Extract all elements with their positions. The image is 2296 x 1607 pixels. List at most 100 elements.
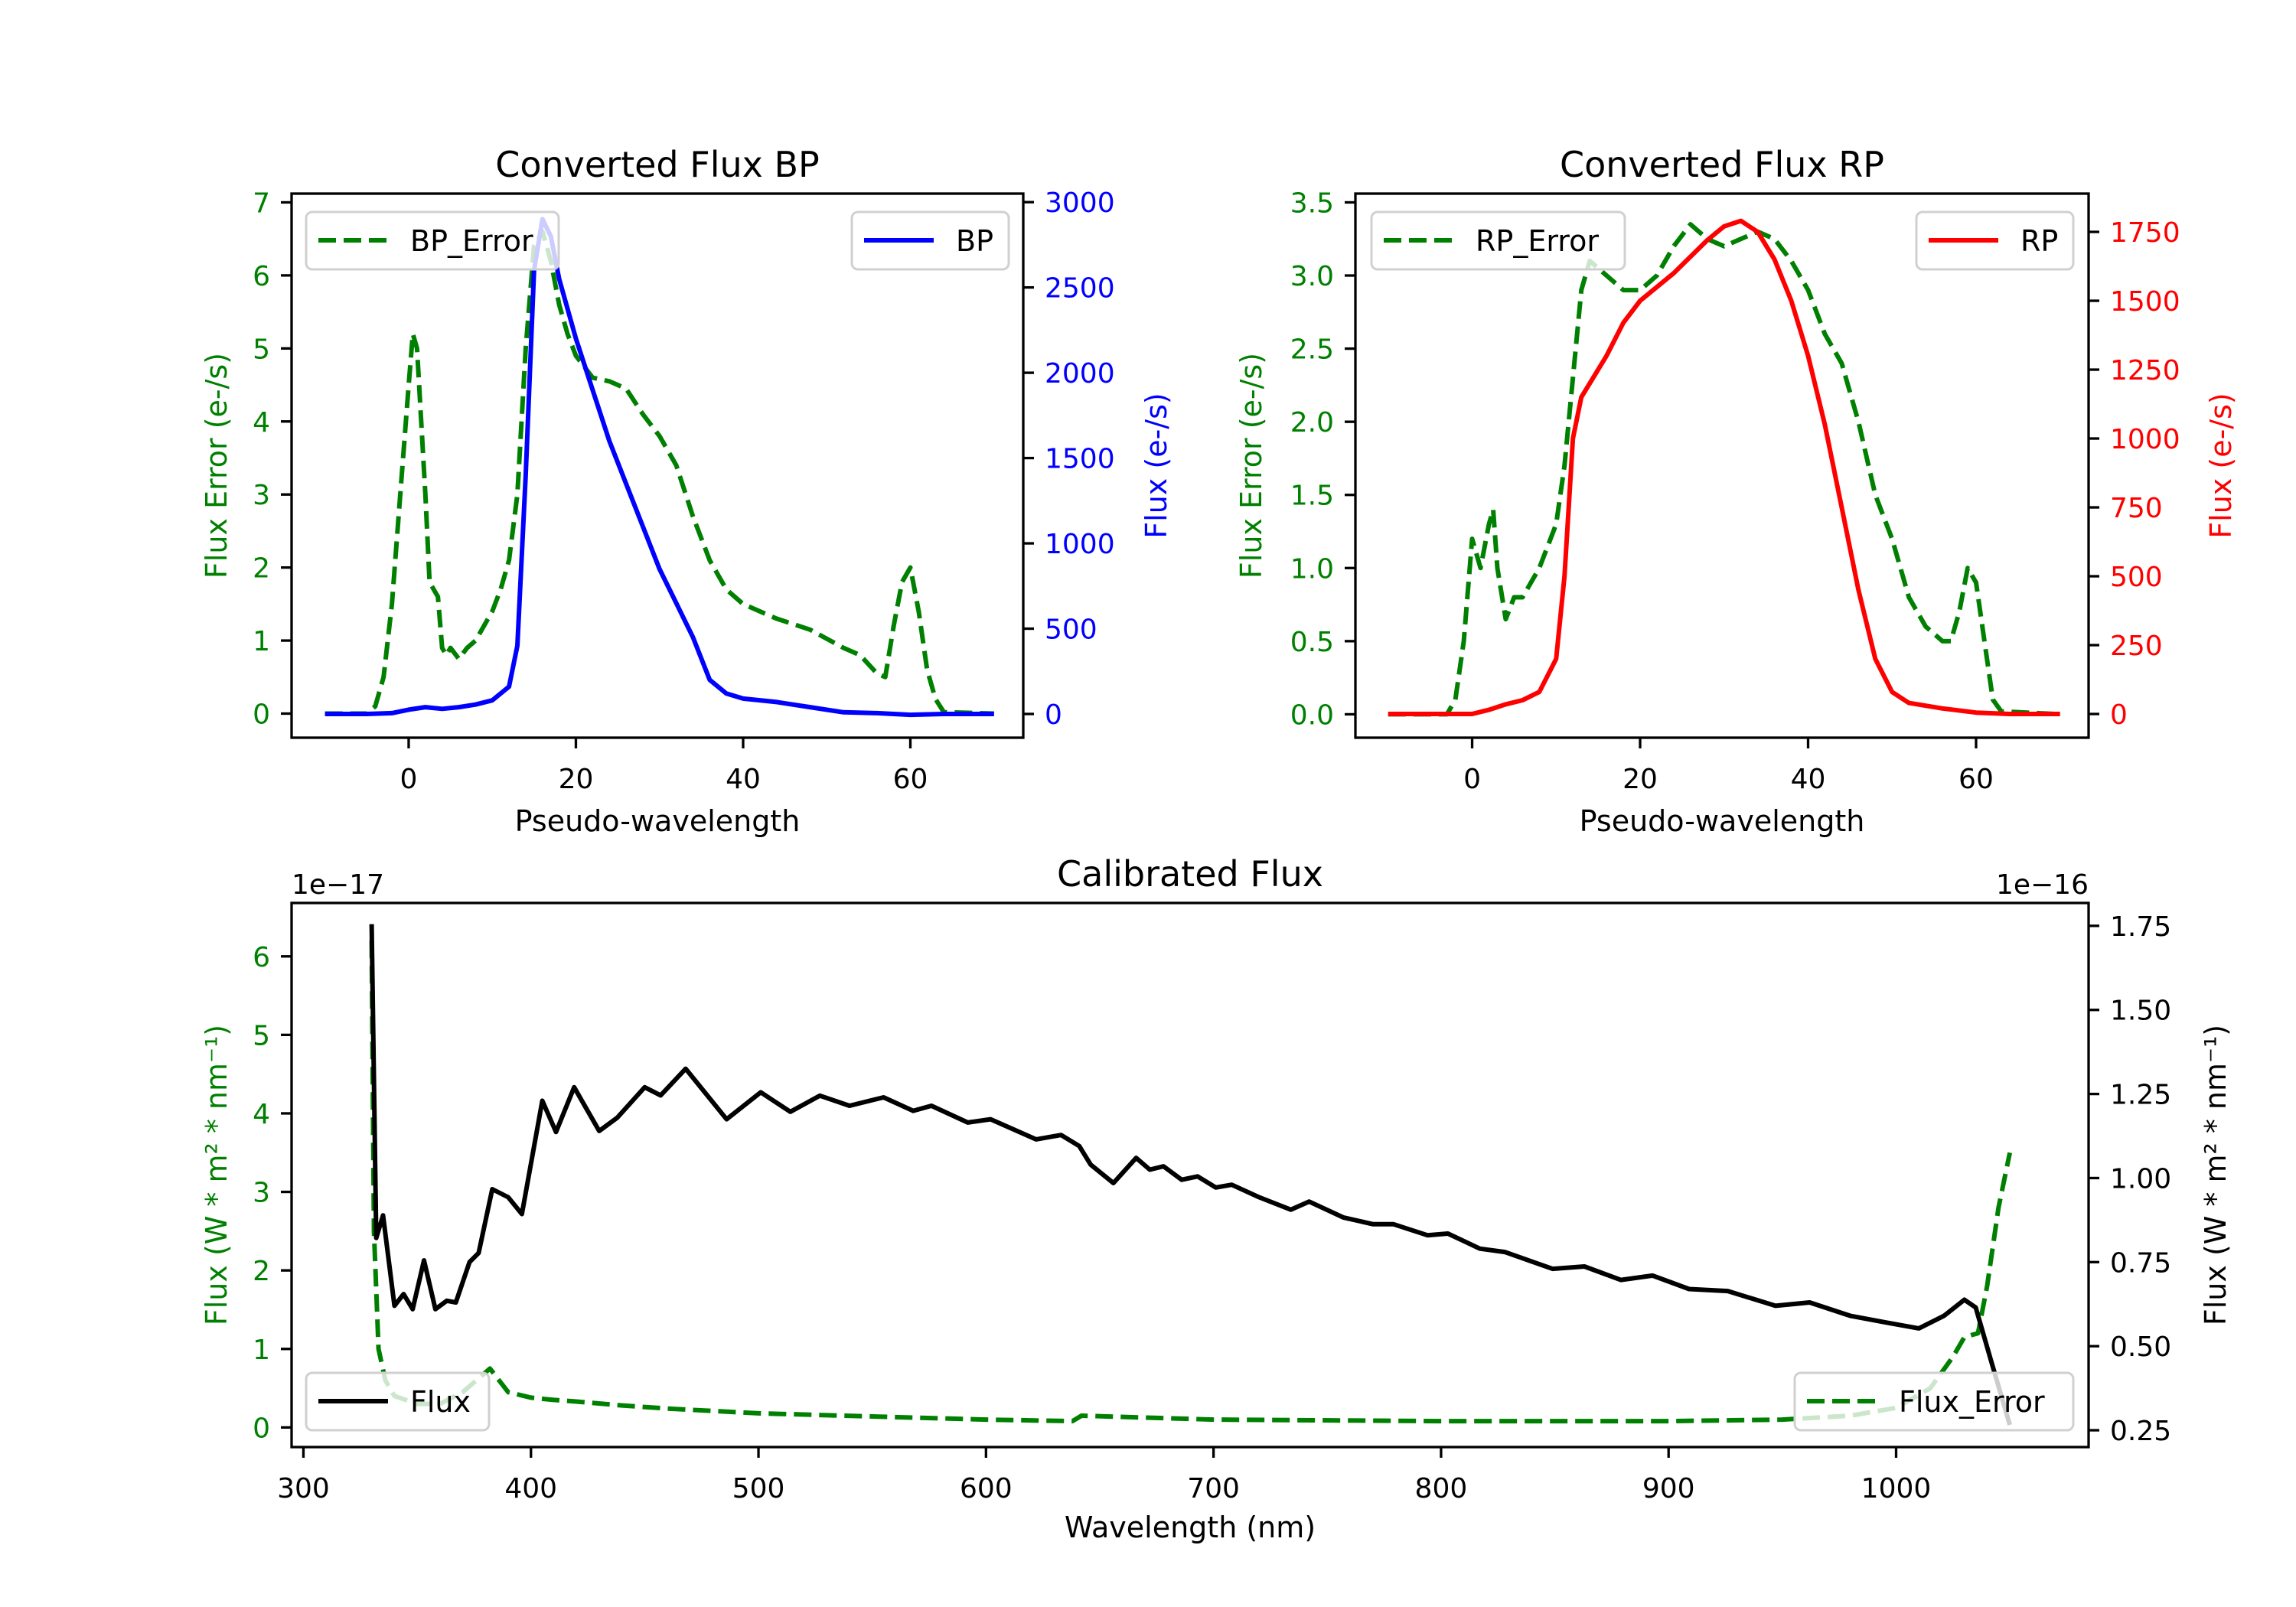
y-right-tick-label: 1500	[2110, 286, 2180, 318]
y-right-tick-label: 1.50	[2110, 996, 2171, 1027]
x-tick-label: 0	[400, 764, 418, 795]
x-tick-label: 300	[277, 1473, 330, 1504]
x-tick-label: 20	[1623, 764, 1658, 795]
x-tick-label: 600	[960, 1473, 1013, 1504]
y-left-tick-label: 0	[253, 1413, 270, 1444]
y-right-tick-label: 0	[1045, 699, 1062, 731]
y-left-tick-label: 5	[253, 1020, 270, 1051]
legend-label: RP	[2020, 224, 2058, 258]
y-left-tick-label: 3	[253, 1178, 270, 1209]
y-left-tick-label: 0.5	[1290, 627, 1334, 658]
y-left-tick-label: 7	[253, 187, 270, 219]
y-left-tick-label: 3.0	[1290, 261, 1334, 292]
x-axis-label: Wavelength (nm)	[1065, 1511, 1316, 1544]
y-left-tick-label: 6	[253, 261, 270, 292]
y-left-tick-label: 1	[253, 1335, 270, 1366]
x-axis-label: Pseudo-wavelength	[515, 804, 801, 838]
y-right-tick-label: 1000	[2110, 424, 2180, 455]
series-line-flux-error	[369, 940, 2013, 1424]
y-right-tick-label: 1500	[1045, 444, 1115, 475]
y-left-tick-label: 1.0	[1290, 553, 1334, 585]
y-right-tick-label: 500	[2110, 562, 2163, 593]
series-line-flux	[369, 924, 2012, 1426]
y-right-tick-label: 1.75	[2110, 911, 2171, 943]
y-right-tick-label: 0.50	[2110, 1332, 2171, 1363]
axes-frame	[290, 192, 1025, 739]
y-right-tick-label: 1.00	[2110, 1163, 2171, 1195]
x-tick-label: 0	[1463, 764, 1481, 795]
y-right-tick-label: 0.25	[2110, 1416, 2171, 1447]
x-tick-label: 20	[559, 764, 594, 795]
y-right-tick-label: 1250	[2110, 355, 2180, 386]
chart-2: 300 400 500 600 700 800 900 1000 0 1 2 3 4 5 6 0.25 0.50…	[200, 853, 2232, 1544]
legend-box	[1793, 1371, 2075, 1432]
legend-flux: Flux	[305, 1371, 491, 1432]
x-tick-label: 1000	[1861, 1473, 1932, 1504]
legend-box	[305, 210, 560, 271]
legend-bp-error: BP_Error	[305, 210, 560, 271]
x-tick-label: 400	[504, 1473, 557, 1504]
legend-label: Flux_Error	[1899, 1385, 2045, 1419]
series-line-rp	[1388, 218, 2060, 716]
x-tick-label: 40	[1791, 764, 1826, 795]
x-tick-label: 500	[732, 1473, 785, 1504]
x-tick-label: 60	[1958, 764, 1994, 795]
y-right-offset-text: 1e−16	[1996, 869, 2089, 901]
y-left-tick-label: 4	[253, 1099, 270, 1130]
y-left-tick-label: 2	[253, 1256, 270, 1287]
y-left-tick-label: 0.0	[1290, 699, 1334, 731]
chart-title: Converted Flux BP	[495, 144, 820, 185]
y-right-tick-label: 750	[2110, 493, 2163, 524]
y-left-tick-label: 2.0	[1290, 407, 1334, 438]
y-left-tick-label: 4	[253, 407, 270, 438]
legend-label: Flux	[410, 1385, 471, 1419]
x-axis-label: Pseudo-wavelength	[1580, 804, 1865, 838]
y-left-axis-label: Flux (W * m² * nm⁻¹)	[200, 1025, 233, 1325]
legend-label: RP_Error	[1476, 224, 1599, 258]
y-right-tick-label: 500	[1045, 614, 1097, 646]
chart-title: Calibrated Flux	[1057, 853, 1323, 895]
x-tick-label: 700	[1187, 1473, 1240, 1504]
chart-0: 0 20 40 60 0 1 2 3 4 5 6 7 0 500 1000 1500 2000 2500 3000 C…	[200, 144, 1173, 838]
y-left-tick-label: 1.5	[1290, 481, 1334, 512]
y-right-tick-label: 1750	[2110, 217, 2180, 249]
legend-rp-error: RP_Error	[1370, 210, 1626, 271]
legend-label: BP_Error	[410, 224, 533, 258]
y-right-tick-label: 1.25	[2110, 1080, 2171, 1111]
y-left-tick-label: 5	[253, 334, 270, 365]
legend-box	[305, 1371, 491, 1432]
legend-rp: RP	[1915, 210, 2075, 271]
legend-box	[1370, 210, 1626, 271]
x-tick-label: 60	[893, 764, 928, 795]
y-right-axis-label: Flux (W * m² * nm⁻¹)	[2199, 1025, 2232, 1325]
x-tick-label: 900	[1642, 1473, 1695, 1504]
x-tick-label: 40	[726, 764, 761, 795]
series-line-rp-error	[1388, 222, 2060, 717]
y-left-axis-label: Flux Error (e-/s)	[200, 353, 233, 579]
y-left-axis-label: Flux Error (e-/s)	[1234, 353, 1268, 579]
series-line-bp-error	[325, 229, 994, 716]
series-line-bp	[325, 217, 994, 718]
axes-frame	[290, 901, 2090, 1449]
y-right-axis-label: Flux (e-/s)	[1140, 393, 1173, 538]
legend-bp: BP	[850, 210, 1010, 271]
y-left-tick-label: 1	[253, 626, 270, 657]
y-left-tick-label: 6	[253, 942, 270, 973]
axes-frame	[1354, 192, 2090, 739]
y-right-tick-label: 0	[2110, 699, 2128, 731]
x-tick-label: 800	[1415, 1473, 1468, 1504]
legend-flux-error: Flux_Error	[1793, 1371, 2075, 1432]
y-right-tick-label: 0.75	[2110, 1247, 2171, 1279]
y-left-tick-label: 3.5	[1290, 187, 1334, 219]
y-left-tick-label: 2	[253, 553, 270, 585]
chart-1: 0 20 40 60 0.0 0.5 1.0 1.5 2.0 2.5 3.0 3.5 0 250 500 75…	[1234, 144, 2238, 838]
y-right-tick-label: 250	[2110, 631, 2163, 662]
y-right-axis-label: Flux (e-/s)	[2204, 393, 2238, 538]
y-right-tick-label: 2000	[1045, 358, 1115, 390]
y-right-tick-label: 1000	[1045, 529, 1115, 560]
y-right-tick-label: 2500	[1045, 273, 1115, 305]
y-left-offset-text: 1e−17	[292, 869, 384, 901]
y-right-tick-label: 3000	[1045, 187, 1115, 219]
legend-label: BP	[956, 224, 993, 258]
